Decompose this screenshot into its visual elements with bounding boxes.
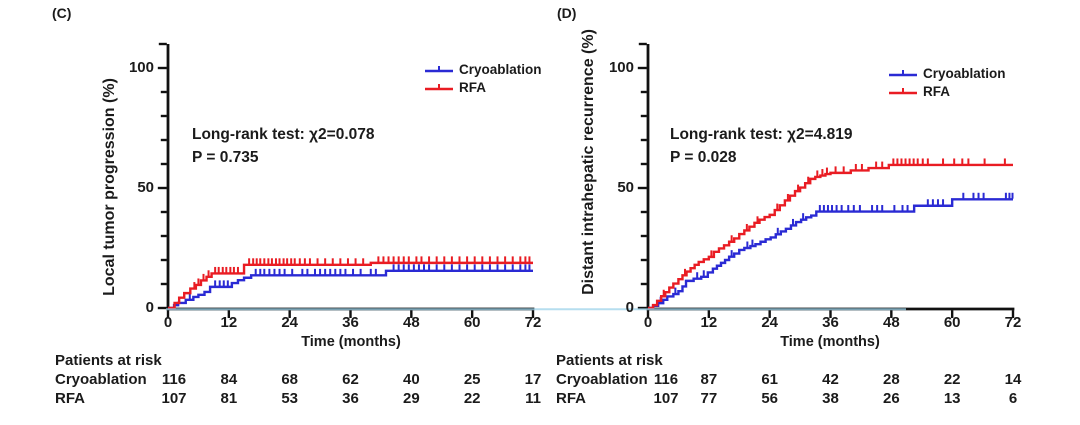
curve-rfa bbox=[168, 261, 533, 310]
y-tick-label: 100 bbox=[608, 59, 634, 76]
at-risk-count: 107 bbox=[653, 390, 679, 407]
panel-c-at-risk-row-rfa: RFA bbox=[55, 390, 85, 407]
at-risk-count: 26 bbox=[882, 390, 900, 407]
rfa-line-icon bbox=[425, 83, 453, 90]
at-risk-count: 11 bbox=[525, 390, 541, 407]
x-tick-label: 36 bbox=[342, 314, 359, 331]
curve-cryoablation bbox=[648, 198, 1013, 310]
x-tick-label: 48 bbox=[882, 314, 900, 331]
curve-cryoablation bbox=[168, 269, 533, 310]
x-tick-label: 0 bbox=[163, 314, 173, 331]
cryoablation-line-icon bbox=[425, 65, 453, 72]
at-risk-count: 68 bbox=[281, 371, 298, 388]
panel-c-at-risk-title: Patients at risk bbox=[55, 352, 162, 369]
at-risk-count: 22 bbox=[943, 371, 961, 388]
y-tick-label: 0 bbox=[145, 299, 154, 316]
at-risk-count: 77 bbox=[700, 390, 718, 407]
at-risk-count: 14 bbox=[1004, 371, 1022, 388]
at-risk-count: 61 bbox=[761, 371, 778, 388]
panel-d-x-axis-title: Time (months) bbox=[780, 334, 880, 350]
y-tick-label: 100 bbox=[128, 59, 154, 76]
panel-c-at-risk-row-cryoablation: Cryoablation bbox=[55, 371, 147, 388]
rfa-line-icon bbox=[889, 87, 917, 94]
panel-d-at-risk-title: Patients at risk bbox=[556, 352, 663, 369]
legend-label-rfa: RFA bbox=[923, 84, 950, 99]
x-tick-label: 72 bbox=[1004, 314, 1022, 331]
at-risk-count: 81 bbox=[220, 390, 238, 407]
x-tick-label: 36 bbox=[822, 314, 839, 331]
legend-label-rfa: RFA bbox=[459, 80, 486, 95]
at-risk-count: 17 bbox=[524, 371, 542, 388]
panel-c-letter: (C) bbox=[52, 5, 72, 21]
x-tick-label: 72 bbox=[524, 314, 542, 331]
x-tick-label: 60 bbox=[463, 314, 481, 331]
curve-rfa bbox=[648, 163, 1013, 310]
x-tick-label: 60 bbox=[943, 314, 961, 331]
at-risk-count: 13 bbox=[943, 390, 961, 407]
panel-c-legend: Cryoablation RFA bbox=[424, 62, 542, 95]
panel-d-stats-pvalue: P = 0.028 bbox=[670, 149, 737, 166]
legend-label-cryoablation: Cryoablation bbox=[459, 62, 542, 77]
panel-d-at-risk-row-cryoablation: Cryoablation bbox=[556, 371, 648, 388]
at-risk-count: 22 bbox=[463, 390, 481, 407]
at-risk-count: 62 bbox=[342, 371, 359, 388]
x-tick-label: 48 bbox=[402, 314, 420, 331]
legend-item-rfa: RFA bbox=[888, 84, 1006, 99]
at-risk-count: 56 bbox=[761, 390, 778, 407]
panel-c-x-axis-title: Time (months) bbox=[301, 334, 401, 350]
at-risk-count: 36 bbox=[342, 390, 359, 407]
x-tick-label: 12 bbox=[700, 314, 718, 331]
at-risk-count: 40 bbox=[402, 371, 420, 388]
panel-d-letter: (D) bbox=[557, 5, 577, 21]
at-risk-count: 28 bbox=[882, 371, 900, 388]
y-tick-label: 50 bbox=[137, 179, 154, 196]
y-tick-label: 50 bbox=[617, 179, 634, 196]
at-risk-count: 107 bbox=[161, 390, 187, 407]
at-risk-count: 29 bbox=[402, 390, 420, 407]
legend-label-cryoablation: Cryoablation bbox=[923, 66, 1006, 81]
legend-item-rfa: RFA bbox=[424, 80, 542, 95]
panel-c-stats-test: Long-rank test: χ2=0.078 bbox=[192, 126, 375, 143]
x-tick-label: 24 bbox=[281, 314, 298, 331]
at-risk-count: 53 bbox=[281, 390, 298, 407]
cryoablation-line-icon bbox=[889, 69, 917, 76]
at-risk-count: 6 bbox=[1008, 390, 1018, 407]
panel-d-stats-test: Long-rank test: χ2=4.819 bbox=[670, 126, 853, 143]
at-risk-count: 116 bbox=[161, 371, 187, 388]
x-tick-label: 12 bbox=[220, 314, 238, 331]
at-risk-count: 84 bbox=[220, 371, 238, 388]
at-risk-count: 42 bbox=[822, 371, 839, 388]
x-tick-label: 0 bbox=[643, 314, 653, 331]
at-risk-count: 87 bbox=[700, 371, 718, 388]
y-tick-label: 0 bbox=[625, 299, 634, 316]
at-risk-count: 25 bbox=[463, 371, 481, 388]
legend-item-cryoablation: Cryoablation bbox=[424, 62, 542, 77]
panel-d-legend: Cryoablation RFA bbox=[888, 66, 1006, 99]
panel-d-at-risk-row-rfa: RFA bbox=[556, 390, 586, 407]
legend-item-cryoablation: Cryoablation bbox=[888, 66, 1006, 81]
at-risk-count: 38 bbox=[822, 390, 839, 407]
panel-c-stats-pvalue: P = 0.735 bbox=[192, 149, 259, 166]
x-tick-label: 24 bbox=[761, 314, 778, 331]
at-risk-count: 116 bbox=[653, 371, 679, 388]
